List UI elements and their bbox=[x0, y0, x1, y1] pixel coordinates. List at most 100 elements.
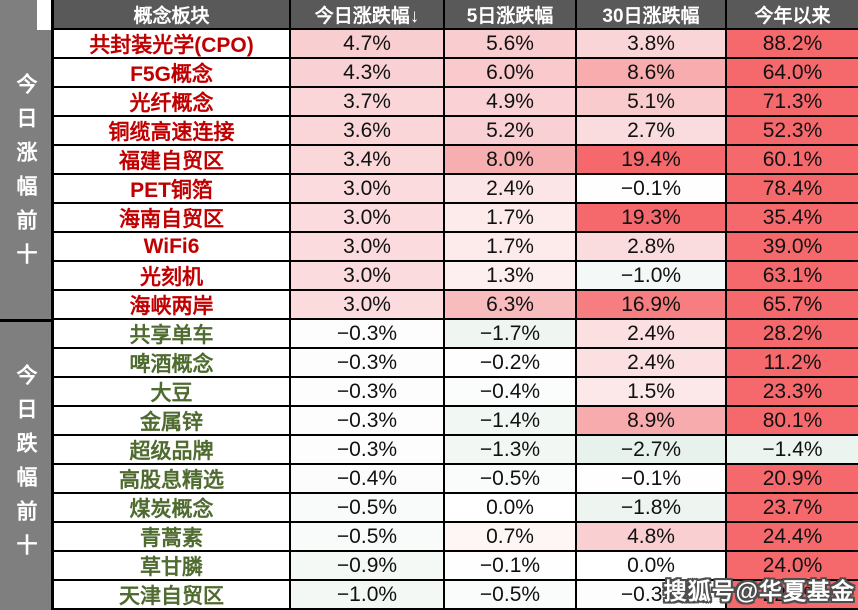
sector-name-cell: 超级品牌 bbox=[54, 436, 291, 465]
sector-name-cell: 共享单车 bbox=[54, 320, 291, 349]
value-cell-5day: 4.9% bbox=[445, 88, 577, 117]
section-divider bbox=[0, 319, 51, 322]
value-cell-ytd: 28.2% bbox=[727, 320, 858, 349]
sector-name-cell: 啤酒概念 bbox=[54, 349, 291, 378]
value-cell-ytd: 11.2% bbox=[727, 349, 858, 378]
sector-name-cell: 青蒿素 bbox=[54, 523, 291, 552]
value-cell-today: 3.7% bbox=[291, 88, 445, 117]
column-header-today-change-sorted[interactable]: 今日涨跌幅↓ bbox=[291, 0, 445, 30]
data-table: 概念板块 今日涨跌幅↓ 5日涨跌幅 30日涨跌幅 今年以来 共封装光学(CPO)… bbox=[51, 0, 858, 610]
value-cell-30day: −0.1% bbox=[577, 465, 727, 494]
sidebar-label-top-gainers: 今日涨幅前十 bbox=[0, 30, 51, 319]
value-cell-30day: 1.5% bbox=[577, 378, 727, 407]
sector-name-cell: 海峡两岸 bbox=[54, 291, 291, 320]
value-cell-5day: 5.6% bbox=[445, 30, 577, 59]
value-cell-ytd: 64.0% bbox=[727, 59, 858, 88]
value-cell-ytd: 78.4% bbox=[727, 175, 858, 204]
value-cell-ytd: 60.1% bbox=[727, 146, 858, 175]
value-cell-today: −0.3% bbox=[291, 349, 445, 378]
value-cell-today: 3.4% bbox=[291, 146, 445, 175]
value-cell-ytd: 20.9% bbox=[727, 465, 858, 494]
sector-name-cell: 光刻机 bbox=[54, 262, 291, 291]
sector-name-cell: 煤炭概念 bbox=[54, 494, 291, 523]
column-header-ytd-change[interactable]: 今年以来 bbox=[727, 0, 858, 30]
value-cell-30day: 8.9% bbox=[577, 407, 727, 436]
column-header-5day-change[interactable]: 5日涨跌幅 bbox=[445, 0, 577, 30]
value-cell-30day: −1.8% bbox=[577, 494, 727, 523]
sector-name-cell: 铜缆高速连接 bbox=[54, 117, 291, 146]
sector-name-cell: 高股息精选 bbox=[54, 465, 291, 494]
value-cell-ytd: −1.4% bbox=[727, 436, 858, 465]
value-cell-ytd: 35.4% bbox=[727, 204, 858, 233]
value-cell-ytd: 88.2% bbox=[727, 30, 858, 59]
value-cell-today: −0.3% bbox=[291, 407, 445, 436]
value-cell-today: 4.3% bbox=[291, 59, 445, 88]
value-cell-5day: 1.3% bbox=[445, 262, 577, 291]
section-sidebar: 今日涨幅前十 今日跌幅前十 bbox=[0, 0, 51, 610]
value-cell-30day: 2.7% bbox=[577, 117, 727, 146]
value-cell-ytd: 39.0% bbox=[727, 233, 858, 262]
value-cell-30day: −1.0% bbox=[577, 262, 727, 291]
value-cell-5day: −0.4% bbox=[445, 378, 577, 407]
sector-name-cell: F5G概念 bbox=[54, 59, 291, 88]
column-header-sector[interactable]: 概念板块 bbox=[54, 0, 291, 30]
value-cell-5day: 0.0% bbox=[445, 494, 577, 523]
value-cell-ytd: 71.3% bbox=[727, 88, 858, 117]
value-cell-5day: 6.3% bbox=[445, 291, 577, 320]
value-cell-today: −0.5% bbox=[291, 494, 445, 523]
value-cell-today: −0.5% bbox=[291, 523, 445, 552]
sector-name-cell: 共封装光学(CPO) bbox=[54, 30, 291, 59]
value-cell-30day: −0.3% bbox=[577, 581, 727, 610]
sector-name-cell: 草甘膦 bbox=[54, 552, 291, 581]
top-losers-label: 今日跌幅前十 bbox=[14, 364, 37, 568]
sector-name-cell: 天津自贸区 bbox=[54, 581, 291, 610]
sector-name-cell: 光纤概念 bbox=[54, 88, 291, 117]
value-cell-5day: 8.0% bbox=[445, 146, 577, 175]
value-cell-30day: −0.1% bbox=[577, 175, 727, 204]
value-cell-today: 3.0% bbox=[291, 175, 445, 204]
value-cell-5day: 6.0% bbox=[445, 59, 577, 88]
sector-name-cell: 大豆 bbox=[54, 378, 291, 407]
value-cell-today: −0.3% bbox=[291, 436, 445, 465]
value-cell-30day: 19.4% bbox=[577, 146, 727, 175]
value-cell-today: 3.0% bbox=[291, 233, 445, 262]
sector-name-cell: 福建自贸区 bbox=[54, 146, 291, 175]
value-cell-today: 4.7% bbox=[291, 30, 445, 59]
value-cell-30day: −2.7% bbox=[577, 436, 727, 465]
value-cell-today: 3.0% bbox=[291, 262, 445, 291]
value-cell-ytd: 65.7% bbox=[727, 291, 858, 320]
value-cell-30day: 19.3% bbox=[577, 204, 727, 233]
value-cell-30day: 3.8% bbox=[577, 30, 727, 59]
value-cell-5day: −0.5% bbox=[445, 581, 577, 610]
value-cell-today: 3.0% bbox=[291, 204, 445, 233]
value-cell-30day: 16.9% bbox=[577, 291, 727, 320]
value-cell-5day: −0.2% bbox=[445, 349, 577, 378]
value-cell-5day: 5.2% bbox=[445, 117, 577, 146]
sector-name-cell: 金属锌 bbox=[54, 407, 291, 436]
value-cell-5day: −0.5% bbox=[445, 465, 577, 494]
value-cell-today: 3.0% bbox=[291, 291, 445, 320]
value-cell-ytd: 22.4% bbox=[727, 581, 858, 610]
value-cell-30day: 2.8% bbox=[577, 233, 727, 262]
value-cell-today: −0.3% bbox=[291, 320, 445, 349]
value-cell-ytd: 23.7% bbox=[727, 494, 858, 523]
value-cell-today: −1.0% bbox=[291, 581, 445, 610]
top-gainers-label: 今日涨幅前十 bbox=[14, 72, 37, 277]
value-cell-today: 3.6% bbox=[291, 117, 445, 146]
sidebar-label-top-losers: 今日跌幅前十 bbox=[0, 322, 51, 610]
value-cell-ytd: 52.3% bbox=[727, 117, 858, 146]
value-cell-ytd: 24.4% bbox=[727, 523, 858, 552]
value-cell-5day: −1.7% bbox=[445, 320, 577, 349]
value-cell-5day: −1.4% bbox=[445, 407, 577, 436]
value-cell-5day: −0.1% bbox=[445, 552, 577, 581]
value-cell-30day: 2.4% bbox=[577, 349, 727, 378]
value-cell-5day: −1.3% bbox=[445, 436, 577, 465]
value-cell-30day: 0.0% bbox=[577, 552, 727, 581]
value-cell-ytd: 24.0% bbox=[727, 552, 858, 581]
sidebar-header-spacer bbox=[0, 0, 37, 30]
value-cell-5day: 1.7% bbox=[445, 204, 577, 233]
column-header-30day-change[interactable]: 30日涨跌幅 bbox=[577, 0, 727, 30]
sector-name-cell: 海南自贸区 bbox=[54, 204, 291, 233]
value-cell-5day: 2.4% bbox=[445, 175, 577, 204]
